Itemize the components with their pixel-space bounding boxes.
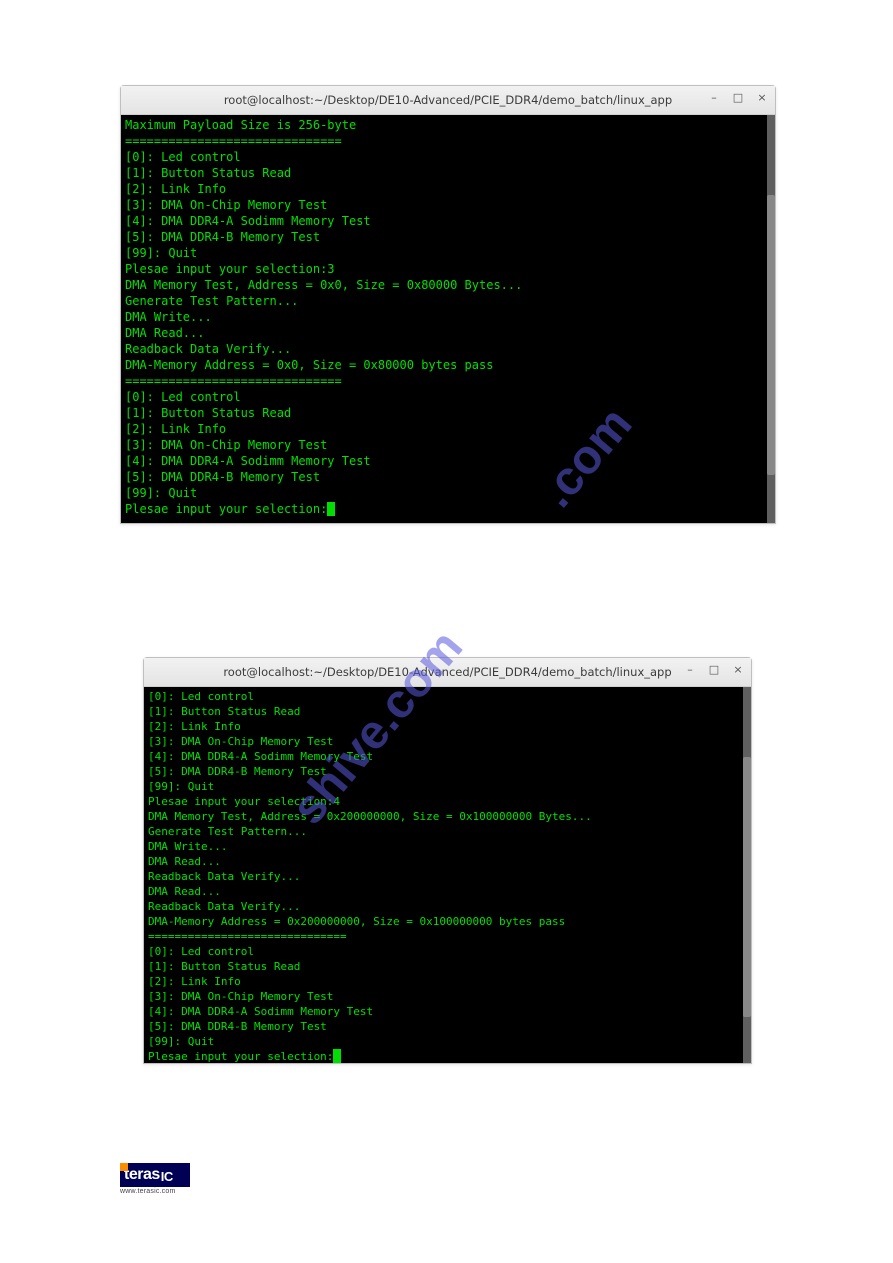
window-title-2: root@localhost:~/Desktop/DE10-Advanced/P… (223, 665, 671, 679)
terminal-line: [0]: Led control (125, 149, 771, 165)
terminal-body-2[interactable]: [0]: Led control[1]: Button Status Read[… (144, 687, 751, 1063)
terminal-line: [3]: DMA On-Chip Memory Test (148, 989, 747, 1004)
terminal-line: [2]: Link Info (125, 181, 771, 197)
terminal-line: [3]: DMA On-Chip Memory Test (125, 437, 771, 453)
terminal-line: Readback Data Verify... (125, 341, 771, 357)
terminal-line: [1]: Button Status Read (125, 405, 771, 421)
terminal-line: Readback Data Verify... (148, 869, 747, 884)
terminal-prompt-line[interactable]: Plesae input your selection: (148, 1049, 747, 1064)
terminal-line: Plesae input your selection:4 (148, 794, 747, 809)
window-controls-1: – □ × (707, 90, 769, 104)
terminal-line: [5]: DMA DDR4-B Memory Test (148, 1019, 747, 1034)
terminal-line: [1]: Button Status Read (148, 959, 747, 974)
terminal-line: Generate Test Pattern... (125, 293, 771, 309)
terminal-line: DMA Write... (148, 839, 747, 854)
terminal-prompt-line[interactable]: Plesae input your selection: (125, 501, 771, 517)
terminal-line: ============================== (125, 373, 771, 389)
minimize-icon[interactable]: – (707, 90, 721, 104)
logo-url: www.terasic.com (120, 1188, 190, 1195)
terminal-line: Readback Data Verify... (148, 899, 747, 914)
terminal-line: DMA-Memory Address = 0x200000000, Size =… (148, 914, 747, 929)
terminal-line: DMA Read... (148, 884, 747, 899)
terminal-line: [99]: Quit (148, 779, 747, 794)
terminal-line: [0]: Led control (148, 944, 747, 959)
terminal-window-1: root@localhost:~/Desktop/DE10-Advanced/P… (120, 85, 776, 524)
terminal-line: [2]: Link Info (148, 974, 747, 989)
titlebar-1: root@localhost:~/Desktop/DE10-Advanced/P… (121, 86, 775, 115)
terminal-line: [1]: Button Status Read (125, 165, 771, 181)
minimize-icon[interactable]: – (683, 662, 697, 676)
logo-accent (120, 1163, 128, 1171)
terminal-line: Generate Test Pattern... (148, 824, 747, 839)
terminal-line: [99]: Quit (125, 485, 771, 501)
terminal-line: DMA Read... (125, 325, 771, 341)
terminal-line: [4]: DMA DDR4-A Sodimm Memory Test (148, 1004, 747, 1019)
terminal-line: [0]: Led control (125, 389, 771, 405)
terminal-line: [5]: DMA DDR4-B Memory Test (125, 469, 771, 485)
terminal-line: [2]: Link Info (125, 421, 771, 437)
terminal-line: [1]: Button Status Read (148, 704, 747, 719)
terminal-line: [5]: DMA DDR4-B Memory Test (125, 229, 771, 245)
window-controls-2: – □ × (683, 662, 745, 676)
close-icon[interactable]: × (755, 90, 769, 104)
logo-text-3: IC (161, 1169, 173, 1184)
terminal-line: [3]: DMA On-Chip Memory Test (125, 197, 771, 213)
terminal-line: Plesae input your selection:3 (125, 261, 771, 277)
terminal-line: [3]: DMA On-Chip Memory Test (148, 734, 747, 749)
scrollbar-thumb-1[interactable] (767, 195, 775, 475)
terminal-line: [5]: DMA DDR4-B Memory Test (148, 764, 747, 779)
titlebar-2: root@localhost:~/Desktop/DE10-Advanced/P… (144, 658, 751, 687)
terminal-line: [2]: Link Info (148, 719, 747, 734)
terminal-line: DMA Memory Test, Address = 0x200000000, … (148, 809, 747, 824)
scrollbar-2[interactable] (743, 687, 751, 1063)
window-title-1: root@localhost:~/Desktop/DE10-Advanced/P… (224, 93, 672, 107)
logo-text-2: as (143, 1166, 160, 1184)
terminal-line: DMA Write... (125, 309, 771, 325)
terminal-line: DMA-Memory Address = 0x0, Size = 0x80000… (125, 357, 771, 373)
terminal-line: [4]: DMA DDR4-A Sodimm Memory Test (125, 453, 771, 469)
terminal-line: DMA Read... (148, 854, 747, 869)
terminal-line: [99]: Quit (125, 245, 771, 261)
footer-logo: terasIC www.terasic.com (120, 1163, 190, 1195)
terminal-line: [4]: DMA DDR4-A Sodimm Memory Test (148, 749, 747, 764)
terminal-window-2: root@localhost:~/Desktop/DE10-Advanced/P… (143, 657, 752, 1064)
terminal-line: Maximum Payload Size is 256-byte (125, 117, 771, 133)
terminal-cursor (333, 1049, 341, 1063)
scrollbar-thumb-2[interactable] (743, 757, 751, 1017)
terminal-line: [0]: Led control (148, 689, 747, 704)
terminal-line: DMA Memory Test, Address = 0x0, Size = 0… (125, 277, 771, 293)
scrollbar-1[interactable] (767, 115, 775, 523)
terminal-line: [99]: Quit (148, 1034, 747, 1049)
logo-box: terasIC (120, 1163, 190, 1187)
terminal-cursor (327, 502, 335, 516)
terminal-body-1[interactable]: Maximum Payload Size is 256-byte========… (121, 115, 775, 523)
close-icon[interactable]: × (731, 662, 745, 676)
terminal-line: ============================== (148, 929, 747, 944)
terminal-line: [4]: DMA DDR4-A Sodimm Memory Test (125, 213, 771, 229)
maximize-icon[interactable]: □ (707, 662, 721, 676)
terminal-line: ============================== (125, 133, 771, 149)
maximize-icon[interactable]: □ (731, 90, 745, 104)
